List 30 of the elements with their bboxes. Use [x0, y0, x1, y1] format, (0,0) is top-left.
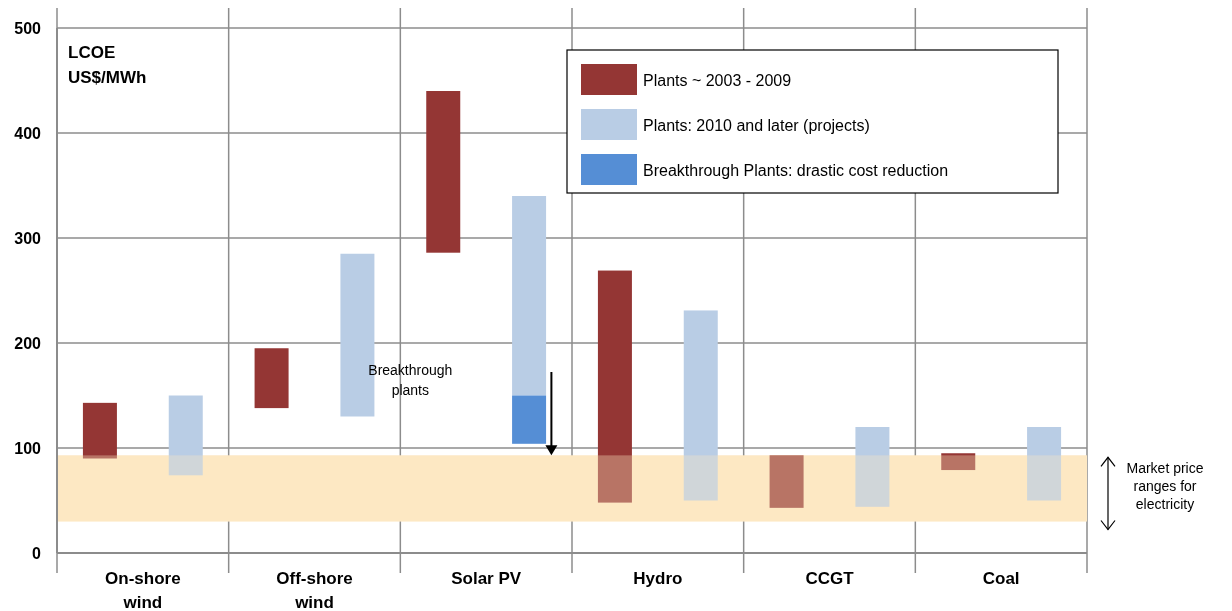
- bar: [941, 453, 976, 471]
- bar: [512, 196, 547, 396]
- x-tick-label: Off-shore wind: [276, 569, 353, 611]
- bar: [597, 270, 632, 503]
- y-tick-label: 200: [14, 334, 42, 352]
- bar: [769, 455, 804, 508]
- bar: [426, 91, 461, 253]
- bar: [254, 348, 289, 409]
- annotation: Breakthrough plants: [368, 362, 453, 398]
- band-label: Market price ranges for electricity: [1126, 460, 1204, 513]
- y-tick-label: 300: [14, 229, 42, 247]
- y-tick-label: 100: [14, 439, 42, 457]
- y-tick-label: 500: [14, 19, 42, 37]
- bar: [168, 395, 203, 476]
- x-tick-label: CCGT: [805, 569, 855, 588]
- x-tick-label: Coal: [982, 569, 1020, 588]
- bar: [1027, 427, 1062, 501]
- bar: [82, 402, 117, 459]
- bar: [855, 427, 890, 507]
- x-tick-label: Solar PV: [451, 569, 522, 588]
- bar: [683, 310, 718, 501]
- legend-label: Plants ~ 2003 - 2009: [643, 71, 792, 89]
- y-axis-title: LCOE US$/MWh: [68, 43, 147, 87]
- x-tick-label: Hydro: [633, 569, 683, 588]
- y-tick-label: 0: [32, 544, 42, 562]
- legend-label: Plants: 2010 and later (projects): [643, 116, 870, 134]
- y-tick-label: 400: [14, 124, 42, 142]
- x-tick-label: On-shore wind: [105, 569, 181, 611]
- legend-label: Breakthrough Plants: drastic cost reduction: [643, 161, 949, 179]
- bar: [512, 395, 547, 444]
